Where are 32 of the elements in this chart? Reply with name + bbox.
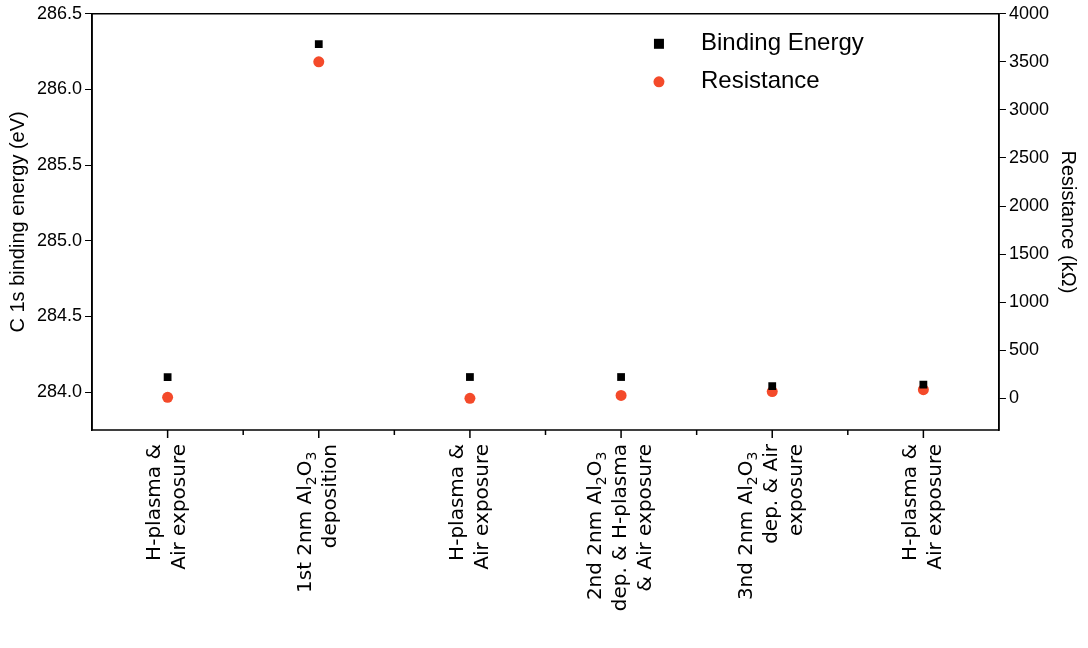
y2-tick-label: 2000	[1008, 195, 1049, 216]
y2-tick-label: 3000	[1008, 98, 1049, 119]
y2-tick-label: 3500	[1008, 50, 1049, 71]
point	[768, 382, 777, 390]
point	[464, 392, 476, 404]
y2-tick-label: 4000	[1008, 2, 1049, 23]
legend-label: Resistance	[700, 66, 820, 94]
y-tick-label: 285.0	[37, 229, 83, 250]
y-axis-title: C 1s binding energy (eV)	[5, 111, 28, 333]
point	[466, 373, 474, 381]
point	[617, 373, 625, 381]
y-tick-label: 284.0	[37, 381, 83, 402]
y2-tick-label: 2500	[1008, 146, 1049, 167]
y2-tick-label: 0	[1008, 387, 1019, 408]
point	[313, 56, 325, 68]
y2-tick-label: 500	[1008, 339, 1039, 360]
point	[162, 391, 174, 403]
point	[615, 389, 627, 401]
legend-label: Binding Energy	[700, 28, 864, 56]
x-tick-label: H-plasma & Air exposure	[141, 443, 191, 570]
y-tick-label: 284.5	[37, 305, 83, 326]
point	[163, 373, 172, 381]
y2-tick-label: 1500	[1008, 243, 1049, 264]
x-tick-label: H-plasma & Air exposure	[443, 443, 493, 570]
point	[314, 40, 323, 48]
y2-tick-label: 1000	[1008, 291, 1049, 312]
y-tick-label: 285.5	[37, 154, 83, 175]
y-tick-label: 286.5	[37, 2, 83, 23]
y-tick-label: 286.0	[37, 78, 83, 99]
x-tick-label: H-plasma & Air exposure	[897, 443, 947, 570]
point	[919, 380, 928, 389]
y2-axis-title: Resistance (kΩ)	[1058, 150, 1081, 294]
